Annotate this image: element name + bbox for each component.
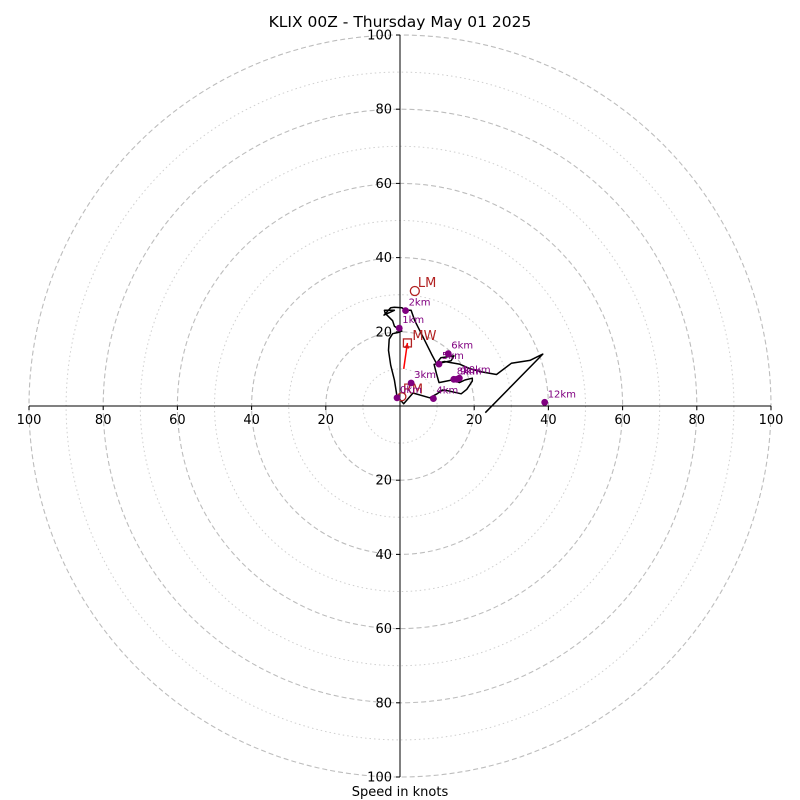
y-tick-label: 20: [375, 325, 392, 340]
y-tick-label: 80: [375, 696, 392, 711]
height-marker-point: [444, 350, 452, 358]
height-marker-point: [435, 360, 443, 368]
height-marker-point: [455, 374, 463, 382]
x-tick-label: 60: [169, 413, 186, 428]
height-marker-label: 9km: [460, 366, 482, 377]
mean-wind-label: MW: [412, 329, 436, 344]
height-marker-label: 0km: [400, 385, 422, 396]
x-tick-label: 20: [466, 413, 483, 428]
hodograph-line-upper: [436, 353, 544, 414]
left-mover-label: LM: [418, 276, 436, 291]
y-tick-label: 60: [375, 177, 392, 192]
x-tick-label: 20: [318, 413, 335, 428]
height-marker-label: 2km: [409, 298, 431, 309]
height-marker-point: [429, 395, 437, 402]
x-tick-label: 100: [17, 413, 42, 428]
x-ticks: 100 80 60 40 20 20 40 60 80 100: [17, 406, 784, 428]
height-marker-label: 10km: [462, 365, 490, 376]
x-axis-label: Speed in knots: [352, 785, 449, 800]
storm-motion: LM MW RM: [397, 276, 437, 402]
height-marker-point: [541, 398, 549, 406]
height-marker-label: 8km: [457, 366, 479, 377]
y-tick-label: 100: [367, 771, 392, 786]
mean-wind-marker: [402, 338, 413, 348]
y-tick-label: 20: [375, 474, 392, 489]
height-marker-label: 4km: [436, 386, 458, 397]
height-marker-point: [402, 307, 409, 315]
y-tick-label: 80: [375, 103, 392, 118]
y-tick-label: 100: [367, 29, 392, 44]
right-mover-label: RM: [403, 383, 423, 398]
x-tick-label: 100: [759, 413, 784, 428]
x-tick-label: 40: [540, 413, 557, 428]
y-tick-label: 60: [375, 622, 392, 637]
height-marker-label: 3km: [414, 370, 436, 381]
chart-title: KLIX 00Z - Thursday May 01 2025: [269, 13, 532, 31]
y-tick-label: 40: [375, 548, 392, 563]
height-marker-point: [407, 379, 415, 387]
x-tick-label: 40: [243, 413, 260, 428]
height-marker-label: 5km: [442, 351, 464, 362]
x-tick-label: 60: [614, 413, 631, 428]
x-tick-label: 80: [689, 413, 706, 428]
y-ticks: 100 80 60 40 20 20 40 60 80 100: [367, 29, 400, 786]
height-marker-point: [393, 394, 401, 402]
height-marker-label: 6km: [451, 341, 473, 352]
height-marker-label: 12km: [548, 389, 576, 400]
height-marker-point: [395, 324, 403, 332]
y-tick-label: 40: [375, 251, 392, 266]
height-marker-label: 1km: [402, 315, 424, 326]
left-mover-marker: [409, 285, 420, 297]
x-tick-label: 80: [95, 413, 112, 428]
